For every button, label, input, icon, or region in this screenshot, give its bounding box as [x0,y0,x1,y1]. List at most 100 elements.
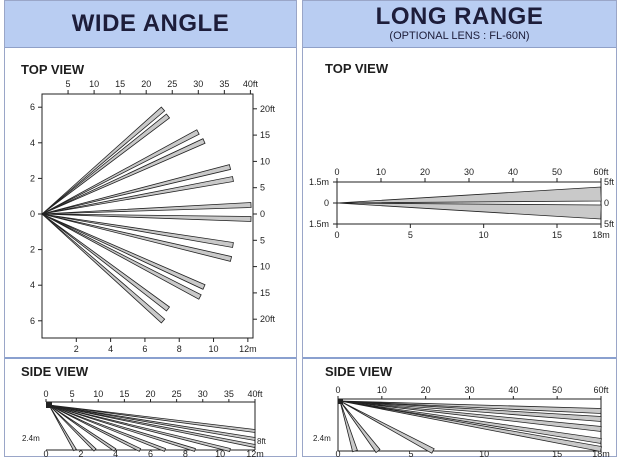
right-side-ft-label: 40 [508,385,518,395]
left-side-ft-label: 10 [93,389,103,399]
left-top-ym-label: 4 [30,280,35,290]
left-side-ft-label: 15 [119,389,129,399]
right-top-ft-label: 50 [552,167,562,177]
left-side-m-label: 0 [43,449,48,458]
right-side-ft-label: 30 [464,385,474,395]
left-side-m-label: 8 [183,449,188,458]
left-side-view-plot: 0 5 10 15 20 25 30 35 40ft 0 2 4 6 8 10 12m 2.4m 8ft [22,389,267,458]
right-top-ft-label: 30 [464,167,474,177]
right-top-m-label: 18m [592,230,610,240]
left-top-ft-label: 5 [66,79,71,89]
left-top-ym-label: 2 [30,245,35,255]
right-top-m-label: 15 [552,230,562,240]
right-top-yft-label: 5ft [604,219,615,229]
left-top-beam [41,213,166,324]
left-top-beam [41,213,202,300]
left-top-view-label: TOP VIEW [21,62,85,77]
right-side-m-label: 0 [335,449,340,458]
left-top-ft-label: 40ft [243,79,259,89]
left-side-ft-label: 35 [224,389,234,399]
right-top-ym-label: 1.5m [309,219,329,229]
left-top-ym-label: 2 [30,173,35,183]
long-range-subtitle: (OPTIONAL LENS : FL-60N) [389,30,530,42]
left-top-beam [41,113,171,215]
left-top-beam [41,106,166,215]
left-top-yft-label: 10 [260,262,270,272]
wide-angle-title: WIDE ANGLE [71,10,230,37]
left-top-m-label: 10 [209,344,219,354]
left-top-ft-label: 10 [89,79,99,89]
right-top-ft-label: 60ft [593,167,609,177]
right-top-m-label: 10 [479,230,489,240]
left-side-beam [48,404,117,452]
right-side-beam [339,400,602,422]
left-side-view-divider [5,357,296,359]
right-side-ft-label: 20 [421,385,431,395]
left-top-frame [41,93,254,339]
right-side-height-label: 2.4m [313,434,331,443]
left-top-beam [41,213,233,262]
left-side-ft-label: 40ft [247,389,263,399]
left-top-yft-label: 15 [260,288,270,298]
left-side-beam [48,404,167,452]
right-side-m-label: 15 [552,449,562,458]
left-top-ft-label: 35 [219,79,229,89]
right-top-m-label: 5 [408,230,413,240]
right-top-ym-label: 0 [324,198,329,208]
wide-angle-panel: WIDE ANGLE TOP VIEW SIDE VIEW 5 10 15 20 25 3… [4,0,297,458]
left-side-beam [48,404,231,452]
left-top-m-label: 6 [142,344,147,354]
left-side-beam [48,404,97,452]
right-side-ft-label: 10 [377,385,387,395]
left-side-ft-label: 30 [198,389,208,399]
left-side-m-label: 10 [215,449,225,458]
right-side-view-plot: 0 10 20 30 40 50 60ft 0 5 10 15 18m 2.4m [313,385,610,458]
left-side-beam [48,404,142,452]
left-top-yft-label: 15 [260,130,270,140]
left-top-m-label: 2 [74,344,79,354]
right-side-beam [339,400,381,454]
right-top-ft-label: 10 [376,167,386,177]
right-top-yft-label: 5ft [604,177,615,187]
left-top-beam [41,213,234,248]
right-side-beam [339,400,602,414]
left-top-beam [41,213,206,290]
left-top-beam [41,164,232,215]
left-side-beam [48,404,256,448]
right-top-ft-label: 0 [334,167,339,177]
left-top-yft-label: 0 [260,209,265,219]
right-side-beam [339,400,358,453]
left-side-m-label: 12m [246,449,264,458]
right-top-ft-label: 20 [420,167,430,177]
left-top-ym-label: 6 [30,102,35,112]
right-top-m-label: 0 [334,230,339,240]
right-top-view-plot: 0 10 20 30 40 50 60ft 0 5 10 15 18m 1.5m 5ft 0 0 1.5m 5ft [309,167,615,240]
left-top-yft-label: 10 [260,156,270,166]
left-side-ft-height-label: 8ft [257,437,267,446]
left-top-yft-label: 20ft [260,314,276,324]
wide-angle-header: WIDE ANGLE [5,1,296,48]
right-top-yft-label: 0 [604,198,609,208]
left-side-beam [48,404,196,452]
right-top-ft-label: 40 [508,167,518,177]
left-top-ym-label: 6 [30,316,35,326]
left-side-ft-label: 25 [172,389,182,399]
left-top-beam [41,213,171,312]
left-side-height-label: 2.4m [22,434,40,443]
left-top-m-label: 8 [177,344,182,354]
left-side-m-label: 6 [148,449,153,458]
right-side-ft-label: 50 [552,385,562,395]
long-range-header: LONG RANGE (OPTIONAL LENS : FL-60N) [303,1,616,48]
left-top-m-label: 12m [239,344,257,354]
right-side-m-label: 18m [592,449,610,458]
left-top-beam [41,129,200,215]
left-side-view-label: SIDE VIEW [21,364,89,379]
left-top-yft-label: 5 [260,183,265,193]
left-side-ft-label: 20 [145,389,155,399]
left-top-ym-label: 4 [30,138,35,148]
right-side-m-label: 10 [479,449,489,458]
right-side-m-label: 5 [409,449,414,458]
left-top-ft-label: 30 [193,79,203,89]
left-side-beam [48,404,77,452]
left-side-beam [48,404,256,433]
